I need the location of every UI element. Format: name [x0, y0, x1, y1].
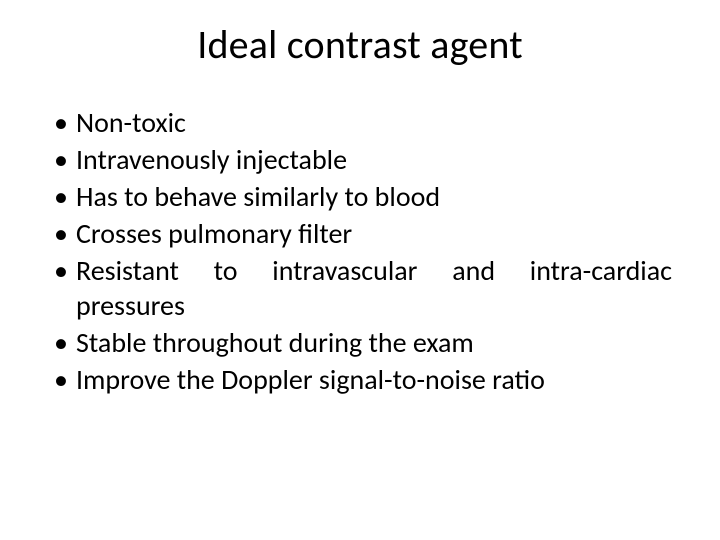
bullet-text: Non-toxic	[76, 105, 186, 140]
bullet-text: Stable throughout during the exam	[76, 325, 474, 360]
bullet-item: Improve the Doppler signal-to-noise rati…	[48, 362, 672, 397]
bullet-text: Intravenously injectable	[76, 142, 347, 177]
bullet-item: Intravenously injectable	[48, 142, 672, 177]
bullet-text: Resistant to intravascular and intra-car…	[76, 253, 672, 323]
bullet-text: Crosses pulmonary filter	[76, 216, 352, 251]
bullet-item: Stable throughout during the exam	[48, 325, 672, 360]
slide-title: Ideal contrast agent	[48, 20, 672, 69]
bullet-item: Non-toxic	[48, 105, 672, 140]
bullet-item: Resistant to intravascular and intra-car…	[48, 253, 672, 323]
slide-content: Non-toxicIntravenously injectableHas to …	[48, 105, 672, 399]
bullet-list: Non-toxicIntravenously injectableHas to …	[48, 105, 672, 397]
bullet-item: Has to behave similarly to blood	[48, 179, 672, 214]
slide: Ideal contrast agent Non-toxicIntravenou…	[0, 0, 720, 540]
bullet-text: Improve the Doppler signal-to-noise rati…	[76, 362, 545, 397]
bullet-item: Crosses pulmonary filter	[48, 216, 672, 251]
bullet-text: Has to behave similarly to blood	[76, 179, 440, 214]
